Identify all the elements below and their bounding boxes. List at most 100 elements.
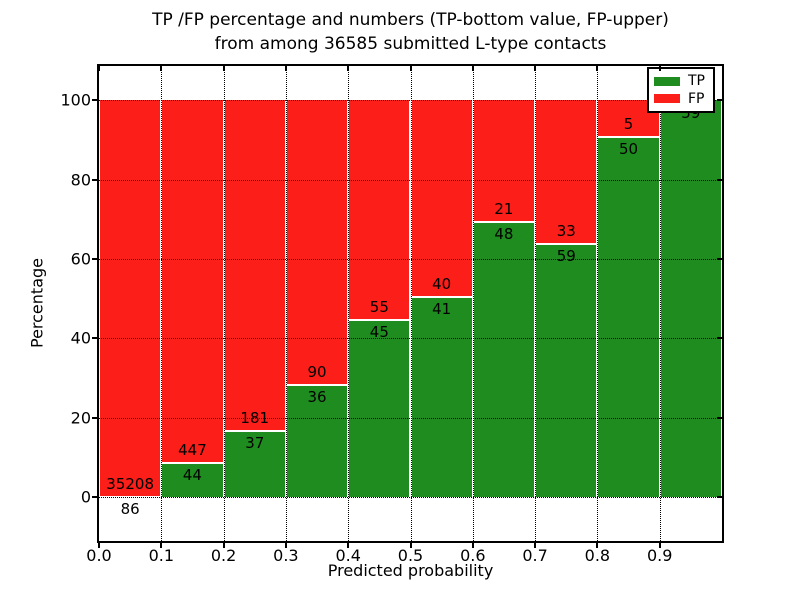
- fp-count-label: 21: [494, 200, 514, 219]
- tp-bar-segment: [536, 242, 597, 498]
- tp-count-label: 50: [619, 140, 639, 159]
- y-tick-label: 80: [70, 170, 91, 190]
- x-tick-label: 0.5: [397, 546, 424, 565]
- fp-legend-swatch: [654, 94, 680, 104]
- tp-bar-segment: [286, 383, 348, 498]
- x-tick: [534, 66, 537, 71]
- tp-bar-segment: [224, 429, 285, 498]
- fp-count-label: 35208: [106, 475, 154, 494]
- vertical-gridline: [348, 66, 350, 541]
- plot-area: TP FP 35208 86 447 44 181 37 90 36 55 45 40 41 21 48 3…: [97, 64, 724, 543]
- y-tick-label: 60: [70, 249, 91, 269]
- x-tick: [160, 66, 163, 71]
- vertical-gridline: [410, 66, 412, 541]
- x-tick: [471, 66, 474, 71]
- y-tick: [717, 99, 722, 102]
- fp-bar-segment: [286, 100, 348, 384]
- x-tick: [596, 66, 599, 71]
- tp-bar-segment: [162, 461, 223, 498]
- fp-bar-segment: [536, 100, 597, 243]
- vertical-gridline: [472, 66, 474, 541]
- fp-bar-segment: [224, 100, 285, 430]
- chart-title: TP /FP percentage and numbers (TP-bottom…: [97, 8, 724, 56]
- chart-title-line2: from among 36585 submitted L-type contac…: [214, 34, 607, 54]
- y-tick: [92, 416, 97, 419]
- tp-count-label: 36: [307, 387, 327, 406]
- horizontal-gridline: [99, 417, 722, 419]
- x-tick: [347, 66, 350, 71]
- horizontal-gridline: [99, 338, 722, 340]
- tp-count-label: 37: [245, 433, 265, 452]
- tp-count-label: 44: [182, 465, 202, 484]
- vertical-gridline: [161, 66, 163, 541]
- x-tick: [471, 543, 474, 548]
- vertical-gridline: [223, 66, 225, 541]
- x-tick-label: 0.6: [460, 546, 486, 565]
- x-tick: [222, 543, 225, 548]
- x-tick: [347, 543, 350, 548]
- x-tick: [160, 543, 163, 548]
- fp-bar-segment: [473, 100, 535, 221]
- fp-count-label: 5: [623, 115, 634, 134]
- horizontal-gridline: [99, 497, 722, 499]
- x-tick-label: 0.9: [646, 546, 673, 565]
- y-tick-label: 100: [60, 90, 91, 110]
- tp-bar-segment: [660, 100, 721, 498]
- x-tick-label: 0.4: [335, 546, 361, 565]
- x-tick: [658, 66, 661, 71]
- x-tick-label: 0.3: [273, 546, 299, 565]
- fp-count-label: 55: [369, 297, 389, 316]
- x-tick: [409, 543, 412, 548]
- fp-bar-segment: [162, 100, 223, 462]
- horizontal-gridline: [99, 259, 722, 261]
- tp-legend-swatch: [654, 76, 680, 86]
- legend: TP FP: [647, 67, 715, 113]
- y-tick-label: 20: [70, 408, 91, 428]
- y-tick-label: 0: [80, 487, 91, 507]
- x-tick-label: 0.8: [584, 546, 611, 565]
- y-tick: [717, 416, 722, 419]
- tp-count-label: 48: [494, 225, 514, 244]
- chart-title-line1: TP /FP percentage and numbers (TP-bottom…: [152, 10, 669, 30]
- tp-count-label: 45: [369, 322, 389, 341]
- y-tick: [92, 496, 97, 499]
- y-tick: [92, 99, 97, 102]
- y-tick-label: 40: [70, 328, 91, 348]
- fp-bar-segment: [411, 100, 472, 297]
- legend-row-fp: FP: [654, 92, 708, 106]
- vertical-gridline: [285, 66, 287, 541]
- x-tick: [534, 543, 537, 548]
- x-tick: [658, 543, 661, 548]
- horizontal-gridline: [99, 179, 722, 181]
- vertical-gridline: [659, 66, 661, 541]
- fp-count-label: 33: [556, 221, 576, 240]
- tp-count-label: 41: [432, 300, 452, 319]
- fp-count-label: 181: [240, 408, 270, 427]
- y-tick: [92, 337, 97, 340]
- vertical-gridline: [535, 66, 537, 541]
- legend-row-tp: TP: [654, 74, 708, 88]
- fp-count-label: 447: [178, 440, 207, 459]
- x-tick-label: 0.2: [210, 546, 237, 565]
- tp-bar-segment: [598, 136, 659, 498]
- x-axis-label: Predicted probability: [327, 561, 494, 580]
- x-tick: [222, 66, 225, 71]
- y-tick: [92, 258, 97, 261]
- vertical-gridline: [597, 66, 599, 541]
- x-tick: [596, 543, 599, 548]
- fp-count-label: 40: [432, 275, 452, 294]
- tp-count-label: 59: [556, 246, 576, 265]
- horizontal-gridline: [99, 100, 722, 102]
- fp-count-label: 90: [307, 362, 327, 381]
- y-tick: [717, 258, 722, 261]
- x-tick: [284, 66, 287, 71]
- fp-legend-label: FP: [688, 90, 705, 107]
- x-tick: [98, 66, 100, 71]
- y-tick: [92, 178, 97, 181]
- x-tick: [98, 543, 100, 548]
- tp-legend-label: TP: [688, 73, 705, 90]
- fp-bar-segment: [100, 100, 161, 497]
- fp-bar-segment: [349, 100, 410, 319]
- x-tick: [409, 66, 412, 71]
